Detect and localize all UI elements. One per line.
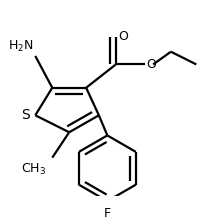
Text: F: F (104, 207, 111, 220)
Text: O: O (147, 58, 156, 71)
Text: S: S (21, 108, 30, 122)
Text: CH$_3$: CH$_3$ (21, 162, 46, 177)
Text: H$_2$N: H$_2$N (8, 39, 33, 54)
Text: O: O (118, 30, 128, 43)
